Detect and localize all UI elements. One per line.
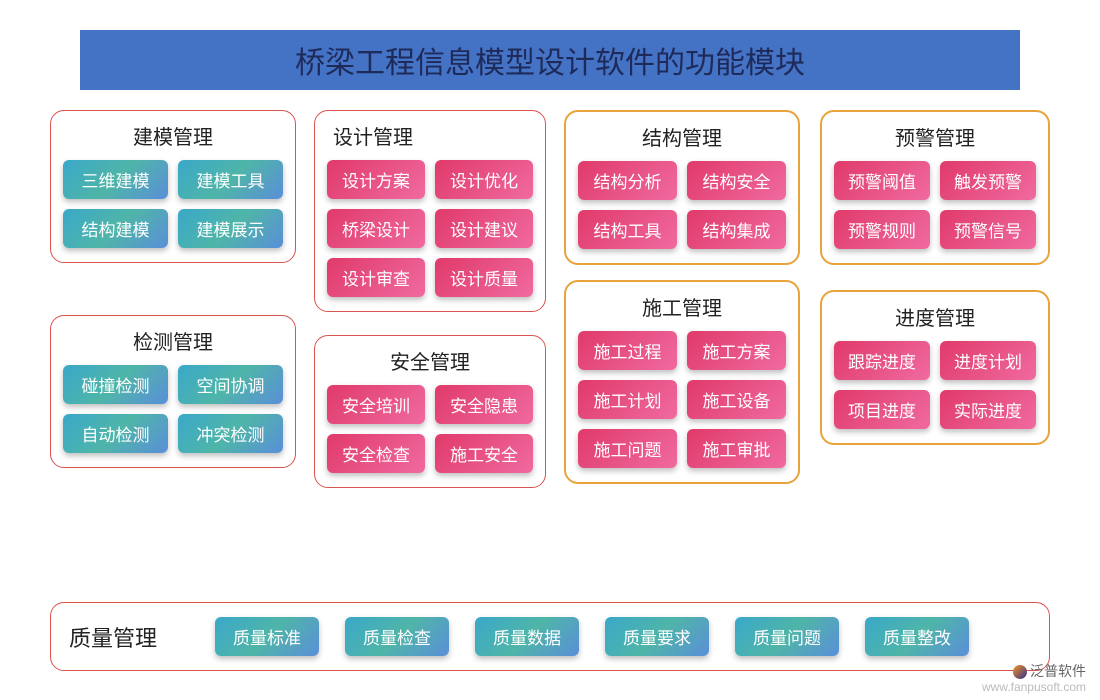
pill: 触发预警 bbox=[940, 161, 1036, 200]
logo-icon bbox=[1013, 665, 1027, 679]
pill: 设计质量 bbox=[435, 258, 533, 297]
module-title: 安全管理 bbox=[327, 346, 533, 375]
module-progress: 进度管理 跟踪进度 进度计划 项目进度 实际进度 bbox=[820, 290, 1050, 445]
pill: 安全培训 bbox=[327, 385, 425, 424]
brand-text: 泛普软件 bbox=[1030, 663, 1086, 679]
pill: 结构分析 bbox=[578, 161, 677, 200]
module-inspect: 检测管理 碰撞检测 空间协调 自动检测 冲突检测 bbox=[50, 315, 296, 468]
module-title: 建模管理 bbox=[63, 121, 283, 150]
page-title: 桥梁工程信息模型设计软件的功能模块 bbox=[80, 30, 1020, 90]
pill: 进度计划 bbox=[940, 341, 1036, 380]
pill: 质量检查 bbox=[345, 617, 449, 656]
pill: 空间协调 bbox=[178, 365, 283, 404]
module-title: 预警管理 bbox=[834, 122, 1036, 151]
pill: 结构集成 bbox=[687, 210, 786, 249]
module-title: 检测管理 bbox=[63, 326, 283, 355]
module-construct: 施工管理 施工过程 施工方案 施工计划 施工设备 施工问题 施工审批 bbox=[564, 280, 800, 484]
module-alert: 预警管理 预警阈值 触发预警 预警规则 预警信号 bbox=[820, 110, 1050, 265]
pill: 结构建模 bbox=[63, 209, 168, 248]
pill: 质量标准 bbox=[215, 617, 319, 656]
pill: 安全检查 bbox=[327, 434, 425, 473]
module-title: 设计管理 bbox=[327, 121, 533, 150]
watermark-url: www.fanpusoft.com bbox=[982, 680, 1086, 694]
pill: 质量整改 bbox=[865, 617, 969, 656]
pill: 设计建议 bbox=[435, 209, 533, 248]
pill: 施工设备 bbox=[687, 380, 786, 419]
module-title: 质量管理 bbox=[69, 621, 179, 653]
pill: 自动检测 bbox=[63, 414, 168, 453]
module-quality: 质量管理 质量标准 质量检查 质量数据 质量要求 质量问题 质量整改 bbox=[50, 602, 1050, 671]
pill: 实际进度 bbox=[940, 390, 1036, 429]
pill: 结构安全 bbox=[687, 161, 786, 200]
module-title: 进度管理 bbox=[834, 302, 1036, 331]
watermark: 泛普软件 www.fanpusoft.com bbox=[982, 663, 1086, 694]
module-title: 结构管理 bbox=[578, 122, 786, 151]
pill: 施工审批 bbox=[687, 429, 786, 468]
pill: 三维建模 bbox=[63, 160, 168, 199]
pill: 质量数据 bbox=[475, 617, 579, 656]
pill: 建模工具 bbox=[178, 160, 283, 199]
module-modeling: 建模管理 三维建模 建模工具 结构建模 建模展示 bbox=[50, 110, 296, 263]
pill: 冲突检测 bbox=[178, 414, 283, 453]
pill: 碰撞检测 bbox=[63, 365, 168, 404]
pill: 设计方案 bbox=[327, 160, 425, 199]
module-safety: 安全管理 安全培训 安全隐患 安全检查 施工安全 bbox=[314, 335, 546, 488]
pill: 施工安全 bbox=[435, 434, 533, 473]
pill: 预警信号 bbox=[940, 210, 1036, 249]
pill: 施工过程 bbox=[578, 331, 677, 370]
pill: 桥梁设计 bbox=[327, 209, 425, 248]
pill: 项目进度 bbox=[834, 390, 930, 429]
pill: 安全隐患 bbox=[435, 385, 533, 424]
pill: 设计审查 bbox=[327, 258, 425, 297]
pill: 质量要求 bbox=[605, 617, 709, 656]
pill: 跟踪进度 bbox=[834, 341, 930, 380]
pill: 质量问题 bbox=[735, 617, 839, 656]
module-structure: 结构管理 结构分析 结构安全 结构工具 结构集成 bbox=[564, 110, 800, 265]
pill: 建模展示 bbox=[178, 209, 283, 248]
pill: 施工计划 bbox=[578, 380, 677, 419]
pill: 预警阈值 bbox=[834, 161, 930, 200]
module-title: 施工管理 bbox=[578, 292, 786, 321]
module-grid: 建模管理 三维建模 建模工具 结构建模 建模展示 设计管理 设计方案 设计优化 … bbox=[50, 110, 1050, 590]
pill: 设计优化 bbox=[435, 160, 533, 199]
pill: 预警规则 bbox=[834, 210, 930, 249]
module-design: 设计管理 设计方案 设计优化 桥梁设计 设计建议 设计审查 设计质量 bbox=[314, 110, 546, 312]
pill: 施工方案 bbox=[687, 331, 786, 370]
pill: 施工问题 bbox=[578, 429, 677, 468]
pill: 结构工具 bbox=[578, 210, 677, 249]
